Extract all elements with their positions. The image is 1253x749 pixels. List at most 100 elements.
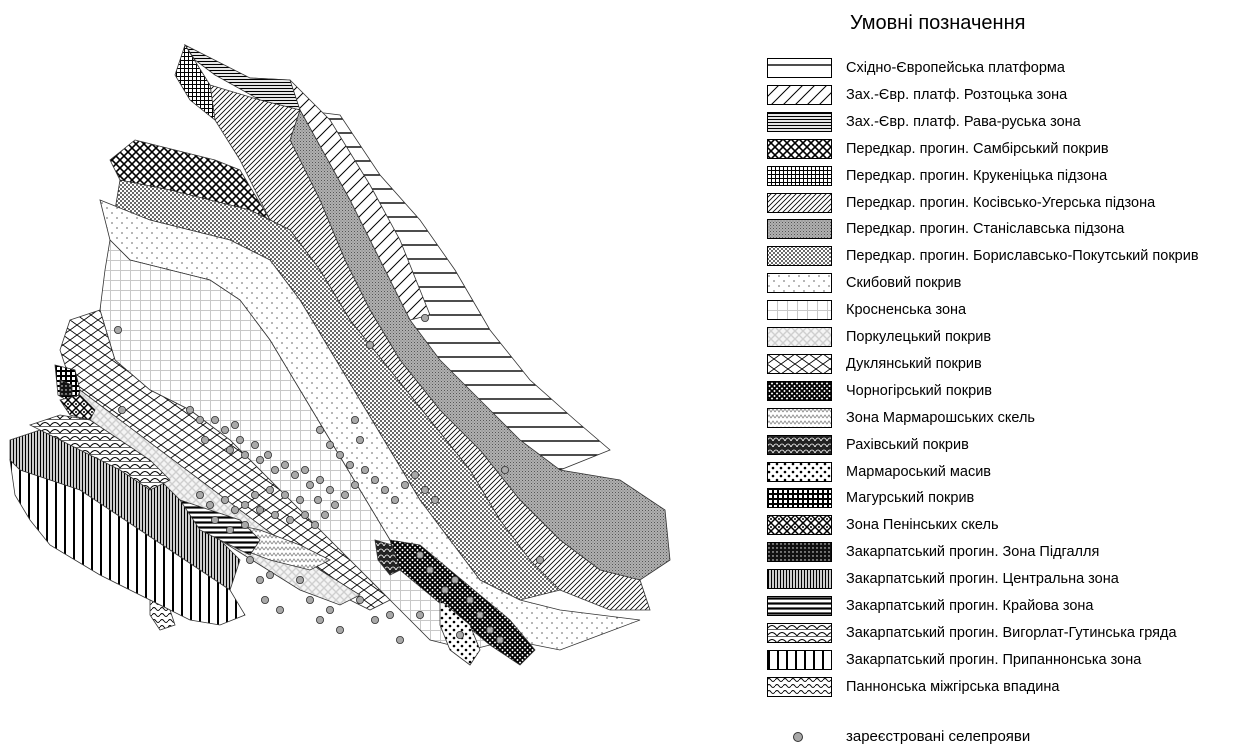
mudflow-point <box>210 516 219 525</box>
legend-item-magura-nappe: Магурський покрив <box>764 486 1253 512</box>
legend-swatch-krukenychi-subzone <box>767 165 832 186</box>
legend-label: Передкар. прогин. Самбірський покрив <box>846 140 1109 157</box>
legend-label: Передкар. прогин. Бориславсько-Покутськи… <box>846 248 1199 265</box>
legend-item-porkulets-nappe: Поркулецький покрив <box>764 325 1253 351</box>
mudflow-point <box>210 415 219 424</box>
mudflow-point <box>365 340 374 349</box>
mudflow-point <box>300 510 309 519</box>
mudflow-point <box>450 576 459 585</box>
mudflow-point <box>240 500 249 509</box>
legend-swatch-magura-nappe <box>767 488 832 509</box>
mudflow-point <box>335 450 344 459</box>
legend-swatch-sambir-nappe <box>767 138 832 159</box>
legend-swatch-kosiv-uhersko-subzone <box>767 192 832 213</box>
legend-item-marmarosh-massif: Мармароський масив <box>764 460 1253 486</box>
legend-swatch-rava-ruska-zone <box>767 111 832 132</box>
legend-label: Скибовий покрив <box>846 275 962 292</box>
legend-label: Магурський покрив <box>846 490 975 507</box>
mudflow-point <box>390 495 399 504</box>
legend-item-pripannonian-zone: Закарпатський прогин. Припаннонська зона <box>764 648 1253 674</box>
legend-swatch-marmarosh-massif <box>767 461 832 482</box>
mudflow-point <box>220 425 229 434</box>
mudflow-point <box>225 445 234 454</box>
mudflow-point <box>536 556 545 565</box>
mudflow-point <box>430 495 439 504</box>
mudflow-point <box>270 510 279 519</box>
legend-swatch-dukla-nappe <box>767 353 832 374</box>
legend-label: Закарпатський прогин. Вигорлат-Гутинська… <box>846 624 1177 641</box>
legend-item-central-zone: Закарпатський прогин. Центральна зона <box>764 567 1253 593</box>
legend-label: Зах.-Євр. платф. Рава-руська зона <box>846 113 1081 130</box>
legend-item-chornohora-nappe: Чорногірський покрив <box>764 379 1253 405</box>
mudflow-point <box>313 495 322 504</box>
legend-swatch-vyhorlat-gutyn-ridge <box>767 622 832 643</box>
mudflow-point <box>415 551 424 560</box>
mudflow-point <box>325 440 334 449</box>
legend-swatch-chornohora-nappe <box>767 380 832 401</box>
mudflow-point <box>240 521 249 530</box>
mudflow-point <box>275 606 284 615</box>
mudflow-point <box>315 616 324 625</box>
region-pieniny-cliffs-zone <box>59 394 96 421</box>
point-symbol-icon <box>793 732 803 742</box>
legend-swatch-roztochchia-zone <box>767 84 832 105</box>
mudflow-point <box>240 450 249 459</box>
legend-label: Паннонська міжгірська впадина <box>846 678 1060 695</box>
legend-points-label: зареєстровані селепрояви <box>846 728 1031 745</box>
mudflow-points <box>114 313 545 645</box>
mudflow-point <box>270 465 279 474</box>
legend-swatch-rakhiv-nappe <box>767 434 832 455</box>
mudflow-point <box>500 465 509 474</box>
mudflow-point <box>400 480 409 489</box>
mudflow-point <box>225 526 234 535</box>
mudflow-point <box>280 490 289 499</box>
mudflow-point <box>325 606 334 615</box>
mudflow-point <box>265 485 274 494</box>
mudflow-point <box>455 631 464 640</box>
mudflow-point <box>200 435 209 444</box>
legend-label: Закарпатський прогин. Крайова зона <box>846 598 1094 614</box>
mudflow-point <box>395 636 404 645</box>
legend-swatch-marginal-zone <box>767 596 832 616</box>
legend-label: Передкар. прогин. Крукеніцька підзона <box>846 167 1108 184</box>
legend-item-rakhiv-nappe: Рахівський покрив <box>764 433 1253 459</box>
legend-item-sambir-nappe: Передкар. прогин. Самбірський покрив <box>764 137 1253 163</box>
tectonic-map <box>9 43 671 666</box>
region-vyhorlat-gutyn-ridge <box>28 414 171 491</box>
mudflow-point <box>263 450 272 459</box>
legend-item-krukenychi-subzone: Передкар. прогин. Крукеніцька підзона <box>764 164 1253 190</box>
legend-label: Дуклянський покрив <box>846 355 982 372</box>
legend-label: Передкар. прогин. Косівсько-Угерська під… <box>846 194 1156 211</box>
mudflow-point <box>420 485 429 494</box>
legend-swatch-boryslav-pokuttia-nappe <box>767 246 832 267</box>
mudflow-point <box>310 521 319 530</box>
legend-label: Зах.-Євр. платф. Розтоцька зона <box>846 86 1068 103</box>
mudflow-point <box>355 435 364 444</box>
mudflow-point <box>495 636 504 645</box>
mudflow-point <box>475 611 484 620</box>
legend-item-pidhallia-zone: Закарпатський прогин. Зона Підгалля <box>764 540 1253 566</box>
mudflow-point <box>114 325 123 334</box>
mudflow-point <box>280 460 289 469</box>
region-pripannonian-zone <box>9 458 246 626</box>
legend-swatch-pripannonian-zone <box>767 649 832 670</box>
legend-label: Східно-Європейська платформа <box>846 60 1065 76</box>
mudflow-point <box>385 611 394 620</box>
mudflow-point <box>290 470 299 479</box>
legend-label: Закарпатський прогин. Зона Підгалля <box>846 544 1100 561</box>
mudflow-point <box>295 495 304 504</box>
legend-swatch-stanislav-subzone <box>767 219 832 240</box>
legend-item-boryslav-pokuttia-nappe: Передкар. прогин. Бориславсько-Покутськи… <box>764 244 1253 270</box>
legend-title: Умовні позначення <box>850 12 1026 34</box>
mudflow-point <box>285 516 294 525</box>
mudflow-point <box>205 500 214 509</box>
mudflow-point <box>255 455 264 464</box>
legend-item-roztochchia-zone: Зах.-Євр. платф. Розтоцька зона <box>764 83 1253 109</box>
mudflow-point <box>185 405 194 414</box>
mudflow-point <box>465 596 474 605</box>
mudflow-point <box>255 505 264 514</box>
mudflow-point <box>425 566 434 575</box>
mudflow-point <box>325 485 334 494</box>
mudflow-point <box>335 626 344 635</box>
legend-item-dukla-nappe: Дуклянський покрив <box>764 352 1253 378</box>
